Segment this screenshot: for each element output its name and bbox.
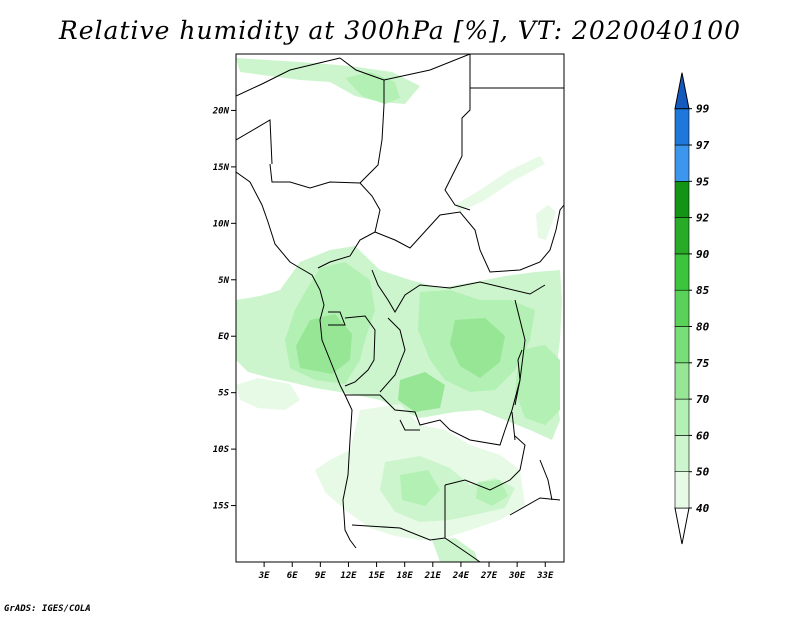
coastline-west — [236, 171, 357, 549]
border-line — [444, 54, 471, 211]
lake-outline — [511, 349, 523, 441]
humidity-shading — [236, 58, 562, 562]
map-title: Relative humidity at 300hPa [%], VT: 202… — [58, 16, 742, 45]
border-line — [539, 459, 553, 501]
lon-tick-label: 27E — [480, 571, 498, 581]
colorbar-label: 40 — [696, 502, 710, 515]
lon-tick-label: 15E — [368, 571, 385, 581]
colorbar-segment — [674, 326, 690, 364]
colorbar-segment — [674, 471, 690, 509]
humidity-patch — [432, 538, 478, 562]
humidity-patch — [236, 378, 300, 410]
lat-tick-label: 10N — [213, 219, 230, 229]
border-line — [344, 315, 376, 387]
border-line — [345, 394, 506, 446]
colorbar-segment — [674, 289, 690, 327]
colorbar-segment — [674, 144, 690, 182]
colorbar-segment — [674, 217, 690, 255]
colorbar-label: 95 — [696, 175, 710, 188]
colorbar-label: 60 — [696, 429, 710, 442]
colorbar-segment — [674, 507, 690, 545]
border-line — [236, 57, 341, 97]
lon-tick-label: 18E — [397, 571, 414, 581]
border-line — [383, 54, 471, 81]
lat-tick-label: 20N — [212, 106, 230, 116]
colorbar-label: 92 — [696, 212, 710, 225]
border-line — [509, 497, 561, 516]
lat-tick-label: 15S — [213, 502, 230, 512]
colorbar-segment — [674, 108, 690, 146]
colorbar-label: 50 — [696, 466, 710, 479]
colorbar-label: 80 — [696, 321, 710, 334]
lon-tick-label: 24E — [452, 571, 470, 581]
lat-tick-label: 5S — [218, 389, 229, 399]
colorbar-label: 97 — [696, 139, 710, 152]
lon-tick-label: 3E — [258, 571, 270, 581]
humidity-patch — [398, 372, 445, 412]
border-line — [374, 211, 557, 273]
humidity-patch — [515, 345, 560, 425]
humidity-patch — [536, 205, 556, 240]
border-line — [269, 163, 381, 269]
lat-tick-label: EQ — [218, 332, 229, 342]
map-axes: 3E 6E 9E 12E 15E 18E 21E 24E 27E 30E 33E 20N 15N 10N 5… — [212, 106, 554, 581]
colorbar-label: 70 — [696, 393, 710, 406]
lon-tick-label: 21E — [424, 571, 442, 581]
colorbar-segment — [674, 362, 690, 400]
humidity-patch — [476, 480, 508, 506]
coastline-east — [555, 204, 564, 231]
border-line — [444, 435, 526, 491]
humidity-patch — [455, 156, 545, 212]
colorbar-segment — [674, 398, 690, 436]
lon-tick-label: 12E — [340, 571, 357, 581]
lat-tick-label: 10S — [213, 445, 230, 455]
humidity-patch — [380, 456, 515, 522]
border-line — [236, 119, 273, 165]
border-line — [339, 57, 385, 184]
colorbar-segment — [674, 72, 690, 110]
humidity-patch — [450, 318, 505, 378]
lon-tick-label: 6E — [287, 571, 298, 581]
map-frame — [235, 53, 565, 563]
colorbar: 40 50 60 70 75 80 85 90 92 95 97 99 — [674, 72, 710, 545]
colorbar-label: 90 — [696, 248, 710, 261]
colorbar-label: 75 — [696, 357, 710, 370]
colorbar-segment — [674, 435, 690, 472]
border-line — [351, 524, 446, 541]
colorbar-label: 99 — [696, 103, 710, 116]
grads-credit: GrADS: IGES/COLA — [4, 604, 91, 614]
colorbar-label: 85 — [696, 284, 710, 297]
border-line — [328, 311, 346, 326]
lon-tick-label: 9E — [315, 571, 326, 581]
lat-tick-label: 5N — [218, 276, 229, 286]
country-borders — [236, 54, 564, 562]
border-line — [371, 269, 546, 313]
lon-tick-label: 33E — [536, 571, 554, 581]
border-line — [444, 485, 481, 562]
humidity-patch — [400, 470, 440, 506]
lat-tick-label: 15N — [213, 163, 230, 173]
colorbar-segment — [674, 181, 690, 218]
colorbar-segment — [674, 253, 690, 291]
border-line — [379, 317, 406, 393]
border-line — [399, 419, 420, 431]
lon-tick-label: 30E — [508, 571, 526, 581]
